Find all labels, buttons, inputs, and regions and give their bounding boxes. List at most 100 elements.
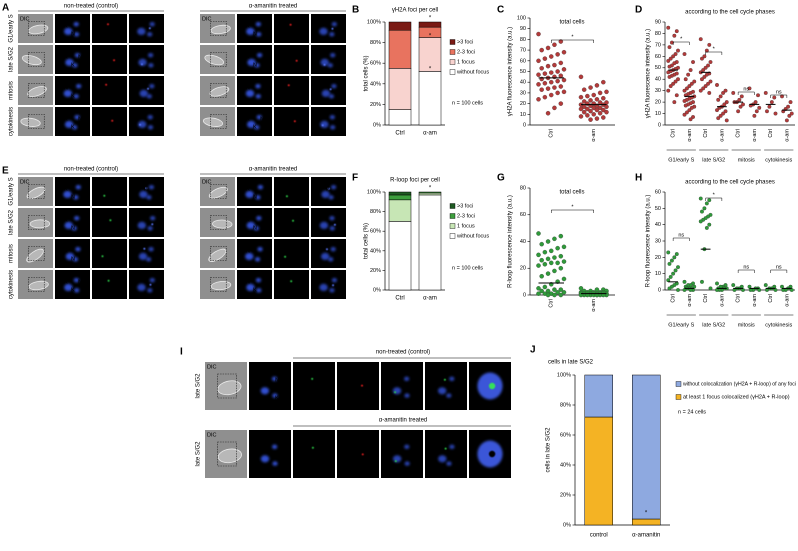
y-tick-label: 0% [373, 287, 381, 293]
y-tick-label: 40% [370, 81, 381, 87]
zoom-box [210, 82, 227, 99]
significance-mark: ns [743, 264, 749, 270]
legend-swatch [449, 39, 456, 45]
focus [103, 194, 106, 197]
y-tick-label: 50 [520, 69, 526, 75]
focus [361, 453, 364, 456]
nucleus [257, 246, 263, 252]
focus [145, 187, 148, 190]
nucleus-label: K [246, 186, 250, 192]
data-point [700, 56, 704, 61]
data-point [682, 88, 687, 93]
row-label: late S/G2 [196, 441, 202, 467]
data-point [676, 288, 680, 292]
data-point [684, 86, 689, 91]
legend-swatch [675, 394, 682, 400]
y-tick-label: 0% [563, 522, 571, 528]
chart-title: total cells [559, 20, 584, 26]
data-point [672, 61, 677, 66]
sample-size: n = 100 cells [452, 100, 483, 106]
legend-label: 2-3 foci [457, 49, 475, 55]
image-frame [237, 14, 272, 43]
nucleus [254, 125, 260, 130]
data-point [708, 79, 713, 84]
channel-label: γH2A [313, 22, 327, 28]
data-point [738, 104, 743, 109]
micrograph [55, 208, 90, 237]
nucleus [245, 252, 254, 260]
nucleus [137, 27, 146, 35]
nucleus [272, 393, 278, 398]
bar-segment [418, 194, 442, 291]
data-point [561, 276, 567, 282]
data-point [668, 56, 673, 61]
group-label: mitosis [738, 157, 755, 163]
micrograph [293, 430, 335, 478]
channel-label: DIC [20, 179, 30, 185]
x-tick-label: Ctrl [703, 129, 709, 138]
bar-segment [418, 191, 442, 194]
image-frame [237, 239, 272, 268]
nucleus-label: N [78, 54, 82, 60]
image-frame [129, 177, 164, 206]
significance-bracket [551, 209, 594, 213]
nucleus [329, 114, 335, 120]
channel-label: γH2A [94, 16, 108, 22]
data-point [549, 54, 554, 59]
data-point [597, 90, 603, 96]
data-point [542, 261, 548, 267]
y-tick-label: 10 [520, 112, 526, 118]
nucleus [65, 58, 74, 66]
significance-bracket [737, 91, 755, 95]
significance-bracket [672, 41, 690, 45]
channel-label: DIC [202, 179, 212, 185]
nucleus [404, 444, 410, 449]
data-point [708, 60, 713, 65]
nucleus [137, 283, 146, 291]
group-title: α-amanitin treated [249, 4, 298, 10]
data-point [555, 290, 560, 295]
micrograph [55, 239, 90, 268]
nucleus [73, 195, 79, 200]
data-point [736, 109, 741, 114]
data-point [682, 279, 687, 284]
data-point [578, 106, 584, 112]
significance-mark: ns [678, 232, 684, 238]
focus [488, 450, 496, 458]
significance-mark: * [680, 36, 683, 42]
data-point [558, 73, 564, 79]
data-point [558, 287, 564, 292]
data-point [604, 109, 609, 115]
nucleus-label: N [253, 31, 257, 37]
channel-label: R-loop [295, 364, 311, 370]
image-frame [274, 208, 309, 237]
y-tick-label: 60 [520, 212, 526, 218]
channel-label: R-loop [313, 185, 329, 191]
data-point [561, 259, 567, 264]
channel-label: γH2A [276, 16, 290, 22]
nucleus [330, 246, 336, 252]
x-tick-label: α-am [752, 129, 758, 142]
data-point [545, 271, 551, 276]
x-tick-label: Ctrl [395, 131, 404, 137]
nucleus [328, 94, 335, 99]
group-title: non-treated (control) [64, 167, 118, 173]
nucleus [449, 376, 455, 381]
image-frame [92, 177, 127, 206]
x-tick-label: α-amanitin [632, 533, 660, 539]
data-point [707, 42, 712, 47]
y-axis-label: γH2A fluorescence intensity (a.u.) [508, 27, 514, 116]
focus [151, 223, 154, 226]
data-point [581, 109, 587, 115]
data-point [676, 48, 680, 53]
nucleus [138, 58, 147, 66]
chart-title: according to the cell cycle phases [685, 10, 775, 16]
cell-shape [27, 86, 47, 97]
nucleus [256, 215, 262, 221]
micrograph [18, 239, 53, 268]
legend-swatch [449, 213, 456, 219]
micrograph [469, 362, 511, 410]
data-point [724, 118, 729, 123]
row-label: late S/G2 [9, 209, 15, 235]
nucleus-label: N [260, 116, 264, 122]
